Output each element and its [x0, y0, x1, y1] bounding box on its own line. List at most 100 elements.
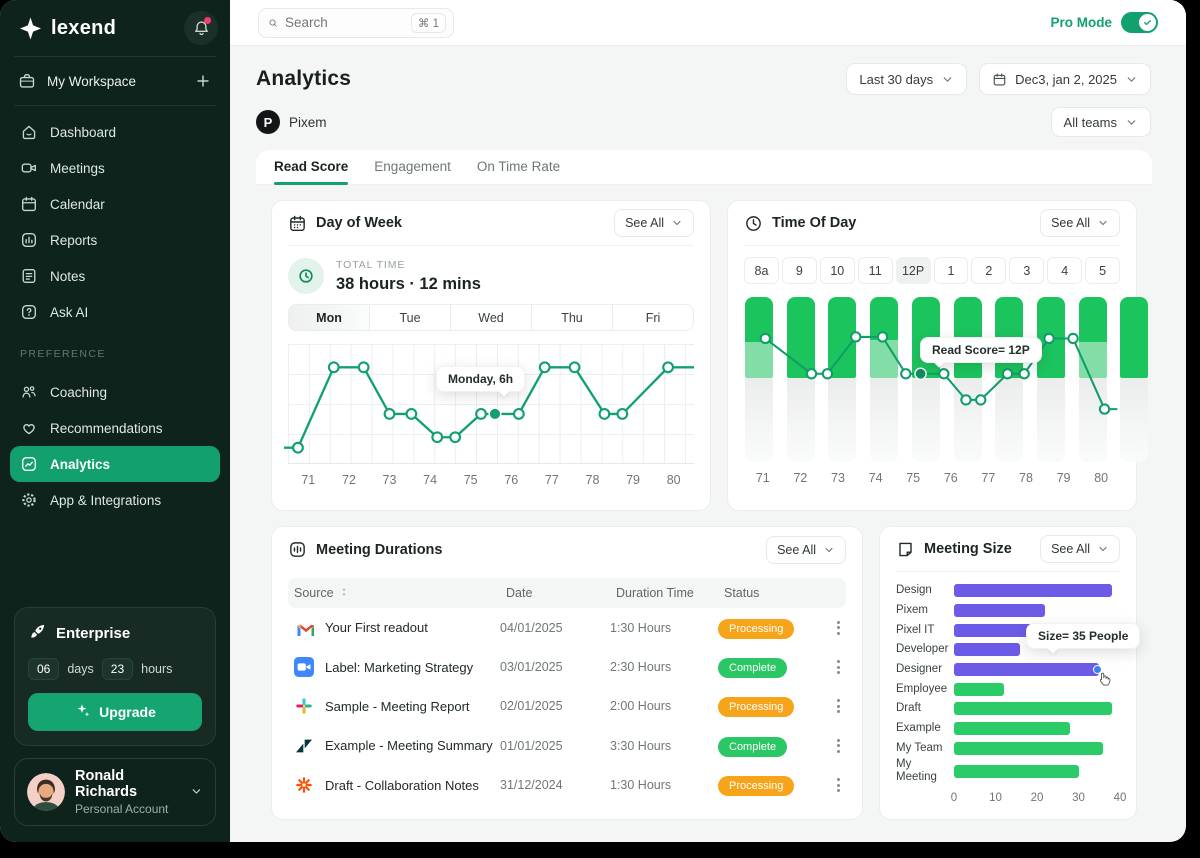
add-workspace-button[interactable]: [194, 72, 212, 90]
row-menu-button[interactable]: [831, 656, 846, 678]
date-cell: 04/01/2025: [500, 621, 610, 635]
sidebar-item-reports[interactable]: Reports: [10, 222, 220, 258]
calendar-icon: [288, 214, 307, 233]
hour-tab-12p[interactable]: 12P: [896, 257, 931, 284]
hour-tab-2[interactable]: 2: [971, 257, 1006, 284]
axis-tick-label: 20: [1031, 792, 1044, 804]
bar-employee[interactable]: [954, 683, 1004, 696]
category-label: Pixem: [896, 604, 954, 617]
hour-tab-4[interactable]: 4: [1047, 257, 1082, 284]
bar-example[interactable]: [954, 722, 1070, 735]
sidebar-item-dashboard[interactable]: Dashboard: [10, 114, 220, 150]
row-menu-button[interactable]: [831, 695, 846, 717]
teams-dropdown[interactable]: All teams: [1051, 107, 1151, 137]
hour-tab-1[interactable]: 1: [934, 257, 969, 284]
column-header-date: Date: [506, 586, 616, 600]
row-menu-button[interactable]: [831, 617, 846, 639]
hour-tab-10[interactable]: 10: [820, 257, 855, 284]
sidebar-item-analytics[interactable]: Analytics: [10, 446, 220, 482]
day-tab-mon[interactable]: Mon: [289, 305, 370, 330]
sidebar-item-notes[interactable]: Notes: [10, 258, 220, 294]
card-title: Meeting Durations: [316, 542, 442, 558]
chevron-down-icon: [823, 544, 835, 556]
see-all-button[interactable]: See All: [614, 209, 694, 237]
check-icon: [1142, 17, 1153, 28]
sidebar-item-recommendations[interactable]: Recommendations: [10, 410, 220, 446]
bar-design[interactable]: [954, 584, 1112, 597]
axis-tick-label: 77: [970, 471, 1008, 485]
tab-read-score[interactable]: Read Score: [274, 159, 348, 184]
sidebar-item-label: Meetings: [50, 161, 105, 176]
day-tab-wed[interactable]: Wed: [451, 305, 532, 330]
day-tab-fri[interactable]: Fri: [613, 305, 693, 330]
column-header-duration-time: Duration Time: [616, 586, 724, 600]
sidebar-item-meetings[interactable]: Meetings: [10, 150, 220, 186]
user-account-card[interactable]: Ronald Richards Personal Account: [14, 758, 216, 826]
see-all-button[interactable]: See All: [1040, 209, 1120, 237]
sidebar-item-coaching[interactable]: Coaching: [10, 374, 220, 410]
table-header: SourceDateDuration TimeStatus: [288, 578, 846, 608]
zapier-icon: [294, 775, 314, 795]
card-title: Day of Week: [316, 215, 402, 231]
bar-developer[interactable]: [954, 643, 1020, 656]
date-range-dropdown[interactable]: Last 30 days: [846, 63, 967, 95]
notes-icon: [20, 267, 38, 285]
bar-draft[interactable]: [954, 702, 1112, 715]
x-axis-labels: 010203040: [954, 792, 1120, 808]
bar-track: [954, 663, 1120, 676]
hour-tab-9[interactable]: 9: [782, 257, 817, 284]
zendesk-icon: [294, 736, 314, 756]
data-point: [540, 362, 550, 372]
hour-tab-11[interactable]: 11: [858, 257, 893, 284]
see-all-button[interactable]: See All: [766, 536, 846, 564]
sidebar-item-label: Notes: [50, 269, 85, 284]
date-picker-value: Dec3, jan 2, 2025: [1015, 72, 1117, 87]
search-input[interactable]: [285, 15, 404, 30]
hour-tab-8a[interactable]: 8a: [744, 257, 779, 284]
sidebar-item-app-integrations[interactable]: App & Integrations: [10, 482, 220, 518]
pro-mode-toggle[interactable]: [1121, 12, 1158, 33]
chevron-down-icon: [1097, 543, 1109, 555]
bar-designer[interactable]: [954, 663, 1099, 676]
day-tab-tue[interactable]: Tue: [370, 305, 451, 330]
size-row-pixem: Pixem: [896, 601, 1120, 621]
sidebar-item-calendar[interactable]: Calendar: [10, 186, 220, 222]
brand-row: P Pixem: [256, 110, 327, 134]
rocket-icon: [28, 622, 47, 645]
row-menu-button[interactable]: [831, 774, 846, 796]
data-point: [939, 369, 948, 378]
upgrade-button[interactable]: Upgrade: [28, 693, 202, 731]
data-point: [1044, 334, 1053, 343]
hour-tab-5[interactable]: 5: [1085, 257, 1120, 284]
column-header-source[interactable]: Source: [294, 586, 506, 601]
date-picker[interactable]: Dec3, jan 2, 2025: [979, 63, 1151, 95]
upgrade-label: Upgrade: [99, 704, 156, 720]
sidebar-item-ask-ai[interactable]: Ask AI: [10, 294, 220, 330]
source-cell: Sample - Meeting Report: [288, 696, 500, 716]
bar-pixem[interactable]: [954, 604, 1045, 617]
bar-80[interactable]: [1120, 297, 1148, 462]
size-row-design: Design: [896, 581, 1120, 601]
hour-tab-3[interactable]: 3: [1009, 257, 1044, 284]
chevron-down-icon: [1097, 217, 1109, 229]
axis-tick-label: 80: [1082, 471, 1120, 485]
time-of-day-chart: Read Score= 12P: [744, 297, 1120, 462]
search-bar[interactable]: ⌘ 1: [258, 8, 454, 38]
heart-icon: [20, 419, 38, 437]
notifications-button[interactable]: [184, 11, 218, 45]
table-row: Example - Meeting Summary01/01/20253:30 …: [288, 726, 846, 765]
sidebar-item-label: Calendar: [50, 197, 105, 212]
my-workspace[interactable]: My Workspace: [0, 57, 230, 105]
day-tabs: MonTueWedThuFri: [288, 304, 694, 331]
tab-engagement[interactable]: Engagement: [374, 159, 451, 184]
days-chip: 06: [28, 658, 59, 680]
chart-tooltip: Read Score= 12P: [920, 337, 1042, 363]
bar-my-team[interactable]: [954, 742, 1103, 755]
clock-icon: [288, 258, 324, 294]
row-menu-button[interactable]: [831, 735, 846, 757]
day-tab-thu[interactable]: Thu: [532, 305, 613, 330]
see-all-button[interactable]: See All: [1040, 535, 1120, 563]
tab-on-time-rate[interactable]: On Time Rate: [477, 159, 560, 184]
bar-my-meeting[interactable]: [954, 765, 1079, 778]
calendar-icon: [20, 195, 38, 213]
